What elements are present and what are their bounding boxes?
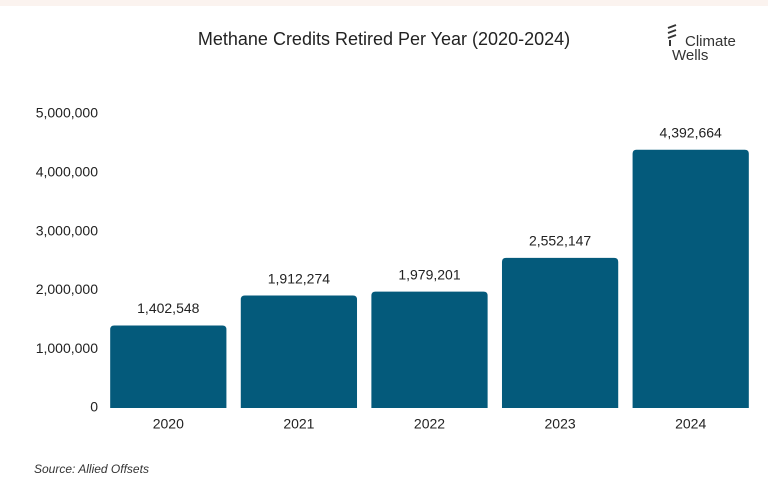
bar [632, 149, 749, 408]
y-tick-label: 1,000,000 [36, 340, 98, 356]
y-tick-label: 2,000,000 [36, 281, 98, 297]
y-tick-label: 5,000,000 [36, 105, 98, 121]
value-label: 1,402,548 [137, 300, 199, 316]
x-tick-label: 2023 [545, 416, 576, 432]
logo-text: Climate [685, 33, 736, 50]
source: Source: Allied Offsets [34, 462, 149, 476]
logo-icon [667, 24, 677, 46]
bar [501, 257, 619, 408]
y-tick-label: 0 [90, 399, 98, 415]
value-label: 2,552,147 [529, 233, 591, 249]
bar [110, 325, 227, 408]
x-tick-label: 2020 [153, 416, 184, 432]
x-tick-label: 2024 [675, 416, 706, 432]
logo-text: Wells [672, 47, 708, 64]
x-tick-label: 2022 [414, 416, 445, 432]
chart-title: Methane Credits Retired Per Year (2020-2… [198, 29, 570, 49]
y-tick-label: 4,000,000 [36, 164, 98, 180]
bar [371, 291, 488, 408]
y-tick-label: 3,000,000 [36, 222, 98, 238]
value-label: 4,392,664 [660, 124, 722, 140]
x-tick-label: 2021 [283, 416, 314, 432]
value-label: 1,979,201 [398, 266, 460, 282]
logo: Climate Wells [667, 24, 736, 64]
bar [240, 295, 358, 408]
value-label: 1,912,274 [268, 270, 330, 286]
top-strip [0, 0, 768, 6]
